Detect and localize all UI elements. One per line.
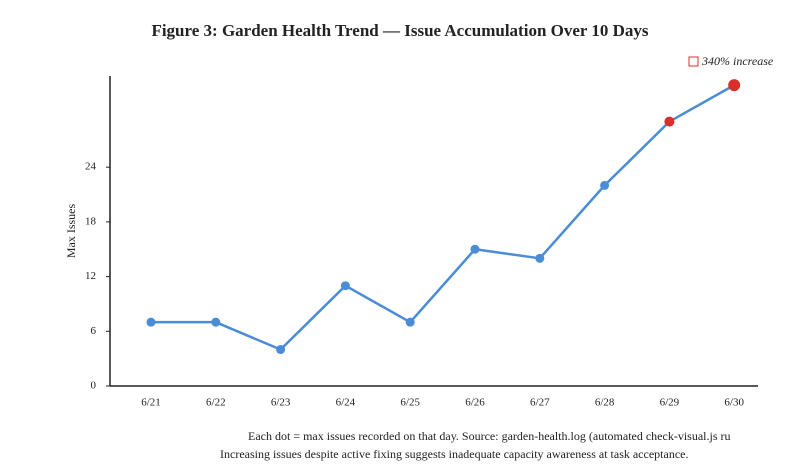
x-tick-label: 6/30 — [724, 397, 744, 409]
y-tick-label: 6 — [91, 325, 97, 337]
annotation: 340% increase — [701, 54, 774, 68]
data-point — [211, 317, 221, 327]
y-tick-label: 18 — [85, 215, 97, 227]
footnote: Increasing issues despite active fixing … — [220, 447, 688, 461]
x-tick-label: 6/26 — [465, 397, 485, 409]
x-tick-label: 6/22 — [206, 397, 226, 409]
data-point — [470, 244, 480, 254]
data-point — [535, 253, 545, 263]
y-tick-label: 12 — [85, 270, 96, 282]
x-tick-label: 6/21 — [141, 397, 161, 409]
annotation-icon — [688, 56, 699, 67]
data-point — [146, 317, 156, 327]
y-axis-label: Max Issues — [64, 204, 78, 259]
y-tick-label: 24 — [85, 161, 97, 173]
data-point — [664, 116, 675, 127]
data-point — [600, 180, 610, 190]
chart-title: Figure 3: Garden Health Trend — Issue Ac… — [151, 21, 648, 40]
data-point — [340, 281, 350, 291]
x-tick-label: 6/23 — [271, 397, 291, 409]
x-tick-label: 6/27 — [530, 397, 550, 409]
data-point — [276, 345, 286, 355]
data-point — [728, 79, 741, 92]
data-point — [405, 317, 415, 327]
series-line — [151, 84, 735, 352]
x-tick-label: 6/29 — [660, 397, 680, 409]
y-tick-label: 0 — [91, 380, 97, 392]
footnote: Each dot = max issues recorded on that d… — [248, 429, 731, 443]
x-tick-label: 6/24 — [336, 397, 356, 409]
x-tick-label: 6/28 — [595, 397, 615, 409]
x-tick-label: 6/25 — [400, 397, 420, 409]
